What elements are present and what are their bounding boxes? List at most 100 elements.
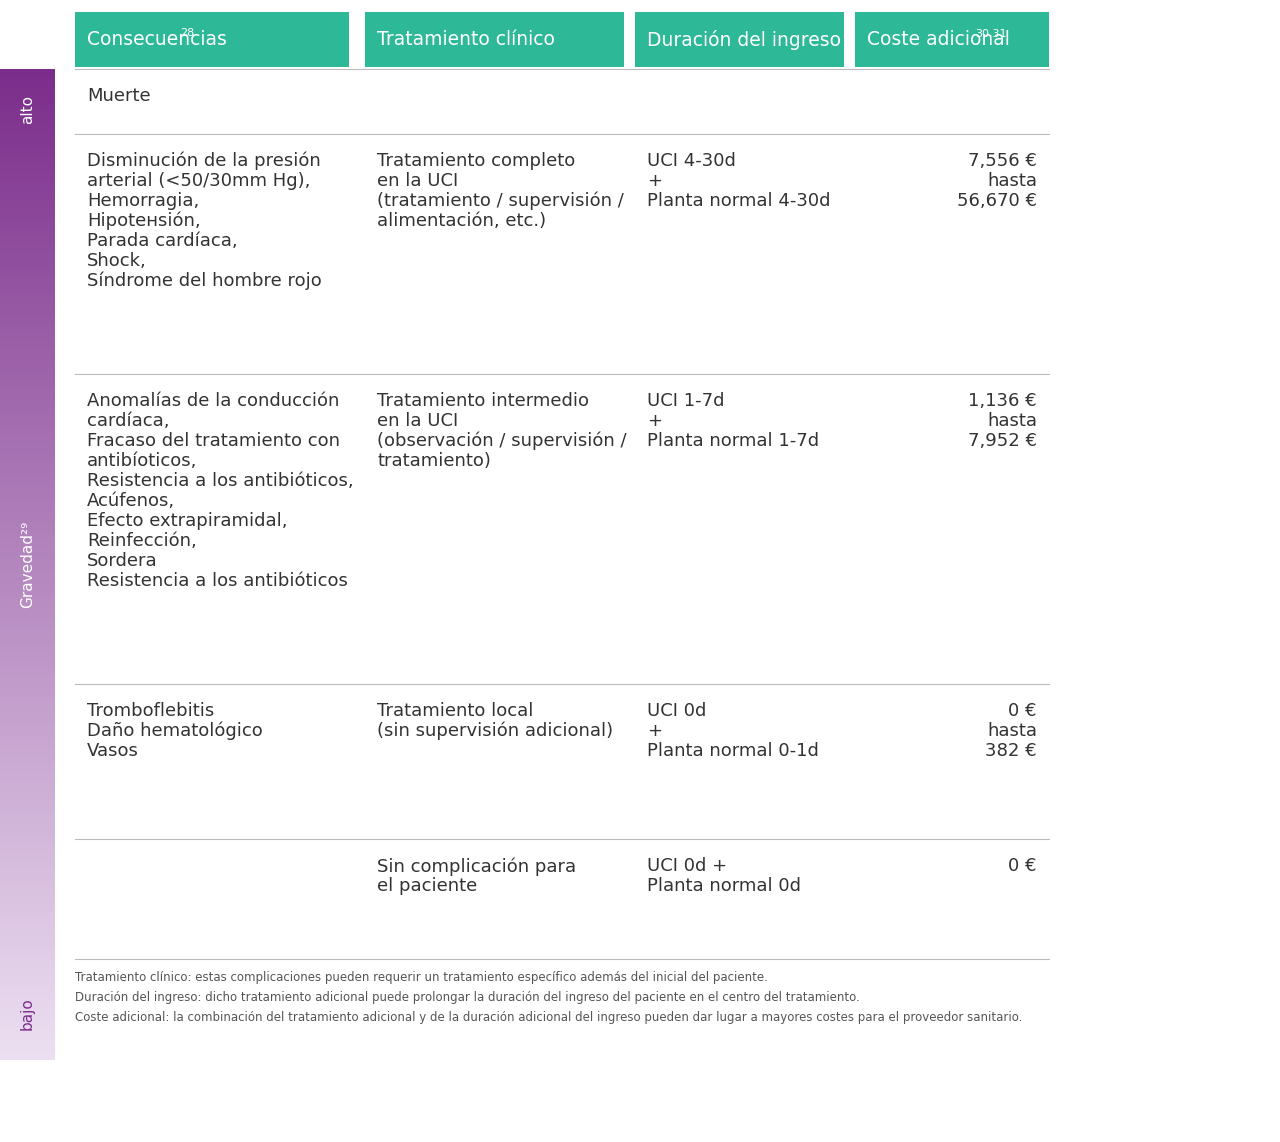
Bar <box>0 725 55 727</box>
Bar <box>0 146 55 148</box>
Bar <box>0 467 55 471</box>
Bar <box>0 247 55 250</box>
Bar <box>0 401 55 403</box>
Bar <box>0 838 55 842</box>
Bar <box>0 252 55 255</box>
Bar <box>0 606 55 609</box>
Bar <box>0 232 55 235</box>
Bar <box>0 257 55 260</box>
Bar <box>0 517 55 520</box>
Bar <box>0 119 55 121</box>
Bar <box>0 89 55 91</box>
Bar <box>0 128 55 131</box>
Bar <box>0 72 55 74</box>
Bar <box>0 660 55 664</box>
Bar <box>0 1044 55 1047</box>
Bar <box>0 695 55 698</box>
Text: Disminución de la presión: Disminución de la presión <box>87 152 321 170</box>
Bar <box>0 289 55 292</box>
Bar <box>0 727 55 731</box>
Bar <box>0 195 55 199</box>
Bar <box>0 560 55 562</box>
Bar <box>0 901 55 903</box>
Bar <box>0 435 55 439</box>
Bar <box>0 963 55 965</box>
Bar <box>635 13 844 67</box>
Bar <box>0 767 55 770</box>
Text: hasta: hasta <box>987 722 1037 740</box>
Text: Sordera: Sordera <box>87 552 157 570</box>
Bar <box>0 346 55 349</box>
Bar <box>0 910 55 914</box>
Bar <box>0 972 55 975</box>
Bar <box>0 734 55 738</box>
Bar <box>0 785 55 787</box>
Bar <box>0 1049 55 1052</box>
Bar <box>0 200 55 203</box>
Bar <box>0 700 55 703</box>
Text: 382 €: 382 € <box>986 742 1037 759</box>
Text: en la UCI: en la UCI <box>378 412 458 431</box>
Bar <box>0 395 55 399</box>
Bar <box>0 925 55 928</box>
Bar <box>0 641 55 644</box>
Bar <box>0 609 55 611</box>
Bar <box>0 158 55 161</box>
Bar <box>0 81 55 85</box>
Bar <box>0 876 55 879</box>
Bar <box>0 678 55 681</box>
Bar <box>0 507 55 510</box>
Bar <box>0 471 55 473</box>
Bar <box>0 681 55 683</box>
Bar <box>0 942 55 946</box>
Bar <box>0 148 55 151</box>
Bar <box>0 938 55 941</box>
Bar <box>0 240 55 243</box>
Bar <box>0 423 55 426</box>
Bar <box>0 856 55 859</box>
Bar <box>0 282 55 284</box>
Bar <box>0 794 55 797</box>
Bar <box>0 978 55 980</box>
Bar <box>0 653 55 656</box>
Bar <box>0 106 55 110</box>
Bar <box>0 552 55 555</box>
Bar <box>0 806 55 810</box>
Bar <box>0 931 55 933</box>
Bar <box>0 361 55 364</box>
Bar <box>0 482 55 485</box>
Bar <box>0 950 55 954</box>
Bar <box>0 365 55 369</box>
Bar <box>0 886 55 888</box>
Bar <box>0 638 55 641</box>
Bar <box>0 698 55 701</box>
Bar <box>0 235 55 238</box>
Bar <box>0 450 55 453</box>
Text: bajo: bajo <box>20 998 35 1030</box>
Bar <box>0 713 55 716</box>
Bar <box>0 460 55 463</box>
Bar <box>0 898 55 901</box>
Bar <box>0 918 55 920</box>
Bar <box>0 541 55 545</box>
Bar <box>0 779 55 782</box>
Bar <box>0 79 55 82</box>
Bar <box>0 777 55 780</box>
Bar <box>0 772 55 775</box>
Bar <box>0 545 55 547</box>
Bar <box>0 138 55 142</box>
Bar <box>0 1046 55 1049</box>
Text: 56,670 €: 56,670 € <box>957 192 1037 210</box>
Bar <box>0 666 55 668</box>
Bar <box>0 598 55 602</box>
Bar <box>0 502 55 505</box>
Bar <box>0 386 55 388</box>
Text: 28: 28 <box>180 29 195 39</box>
Text: Resistencia a los antibióticos: Resistencia a los antibióticos <box>87 572 348 590</box>
Bar <box>0 812 55 814</box>
Bar <box>0 354 55 356</box>
Bar <box>0 636 55 638</box>
Bar <box>0 220 55 223</box>
Bar <box>0 708 55 710</box>
Bar <box>0 87 55 89</box>
